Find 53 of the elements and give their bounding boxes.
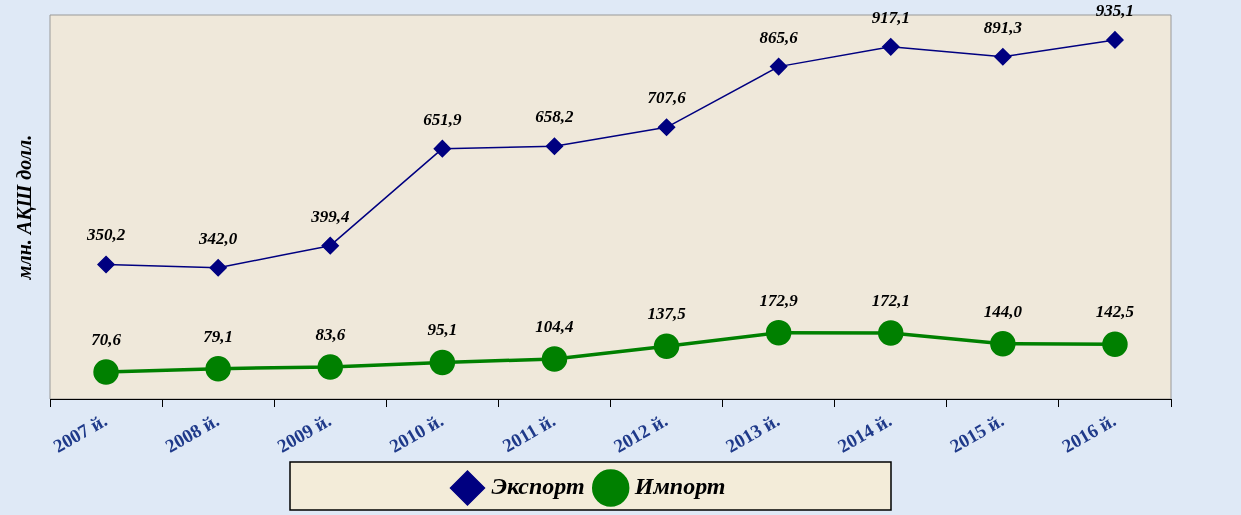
point <box>433 139 452 158</box>
x-tick-label: 2011 й. <box>498 409 559 457</box>
data-label: 79,1 <box>203 326 234 346</box>
point <box>878 320 904 346</box>
x-tick-label: 2012 й. <box>609 409 671 457</box>
point <box>545 137 564 156</box>
data-label: 137,5 <box>647 304 687 324</box>
point <box>321 236 339 255</box>
x-tick-label: 2007 й. <box>49 409 111 457</box>
point <box>657 118 676 137</box>
data-label: 70,6 <box>91 329 122 349</box>
point <box>994 47 1012 66</box>
point <box>653 333 680 359</box>
data-label: 172,9 <box>759 290 799 310</box>
legend-label: Экспорт <box>491 473 585 500</box>
data-label: 104,4 <box>535 316 574 336</box>
x-tick-label: 2016 й. <box>1058 409 1120 457</box>
point <box>93 359 119 385</box>
point <box>209 258 227 277</box>
point <box>765 319 792 346</box>
y-axis-title: млн. АҚШ долл. <box>13 134 37 281</box>
x-tick-label: 2013 й. <box>722 409 784 457</box>
data-label: 142,5 <box>1095 302 1135 322</box>
x-tick-label: 2009 й. <box>273 409 335 457</box>
point <box>97 255 115 274</box>
data-label: 144,0 <box>983 301 1023 321</box>
data-label: 651,9 <box>423 109 462 129</box>
x-tick-label: 2010 й. <box>385 409 447 457</box>
data-label: 917,1 <box>871 7 910 27</box>
data-label: 95,1 <box>427 320 458 340</box>
data-label: 865,6 <box>759 27 799 47</box>
point <box>205 355 231 382</box>
x-tick-label: 2008 й. <box>161 409 223 457</box>
data-label: 172,1 <box>871 290 910 310</box>
point <box>990 330 1016 357</box>
point <box>882 38 900 56</box>
point <box>1106 31 1124 49</box>
data-label: 83,6 <box>315 324 346 344</box>
point <box>541 346 568 372</box>
legend-label: Импорт <box>633 473 726 500</box>
data-label: 935,1 <box>1095 0 1135 20</box>
data-label: 658,2 <box>535 107 575 127</box>
point <box>1102 331 1128 358</box>
point <box>317 354 343 380</box>
data-label: 399,4 <box>310 206 350 226</box>
x-tick-label: 2014 й. <box>834 409 896 457</box>
data-label: 891,3 <box>983 17 1023 37</box>
data-label: 350,2 <box>85 225 126 245</box>
point <box>769 57 788 76</box>
x-tick-label: 2015 й. <box>946 409 1008 457</box>
data-label: 342,0 <box>198 228 238 248</box>
point <box>429 349 456 376</box>
data-label: 707,6 <box>647 88 687 108</box>
